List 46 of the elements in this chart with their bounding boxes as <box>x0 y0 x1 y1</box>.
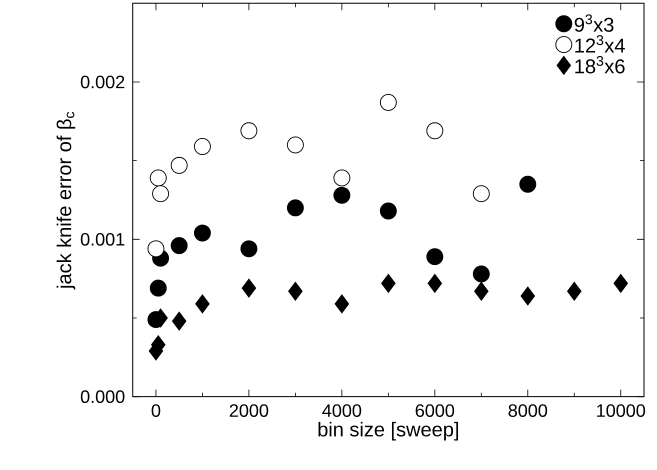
x-tick-label: 2000 <box>230 404 268 417</box>
point <box>426 248 444 266</box>
point <box>172 312 186 331</box>
point <box>333 186 350 204</box>
point <box>426 122 444 140</box>
legend-label: 18$^{3}$x6 <box>575 56 625 74</box>
legend-label: 9$^{3}$x3 <box>574 14 614 32</box>
point <box>614 274 628 293</box>
x-tick-label: 0 <box>152 404 160 417</box>
point <box>194 224 211 242</box>
x-tick-label: 4000 <box>322 404 362 417</box>
point <box>380 94 397 111</box>
point <box>567 282 582 301</box>
y-tick-label: 0.002 <box>80 76 124 88</box>
point <box>170 237 188 254</box>
y-tick-label: 0.000 <box>80 390 124 404</box>
point <box>381 274 396 293</box>
point <box>150 280 167 297</box>
x-tick-label: 10000 <box>597 404 646 417</box>
point <box>242 278 256 298</box>
legend-label: 12$^{3}$x4 <box>575 35 625 52</box>
point <box>380 202 397 220</box>
point <box>152 185 170 202</box>
x-axis-title: bin size [sweep] <box>318 422 458 440</box>
x-tick-label: 6000 <box>416 404 454 417</box>
point <box>240 240 258 258</box>
y-tick-label: 0.001 <box>80 232 124 246</box>
point <box>170 156 188 174</box>
point <box>474 282 489 301</box>
point <box>472 185 490 202</box>
point <box>150 170 167 186</box>
point <box>288 282 303 301</box>
y-axis-title: jack knife error of β$_{c}$ <box>56 112 76 290</box>
point <box>334 294 350 314</box>
point <box>195 294 210 314</box>
x-tick-label: 8000 <box>508 404 548 417</box>
point <box>286 136 304 154</box>
point <box>147 240 164 258</box>
point <box>472 266 490 282</box>
point <box>428 274 442 293</box>
point <box>520 286 535 306</box>
point <box>194 138 211 155</box>
point <box>333 170 350 186</box>
point <box>519 176 536 193</box>
point <box>240 122 258 140</box>
point <box>286 199 304 216</box>
